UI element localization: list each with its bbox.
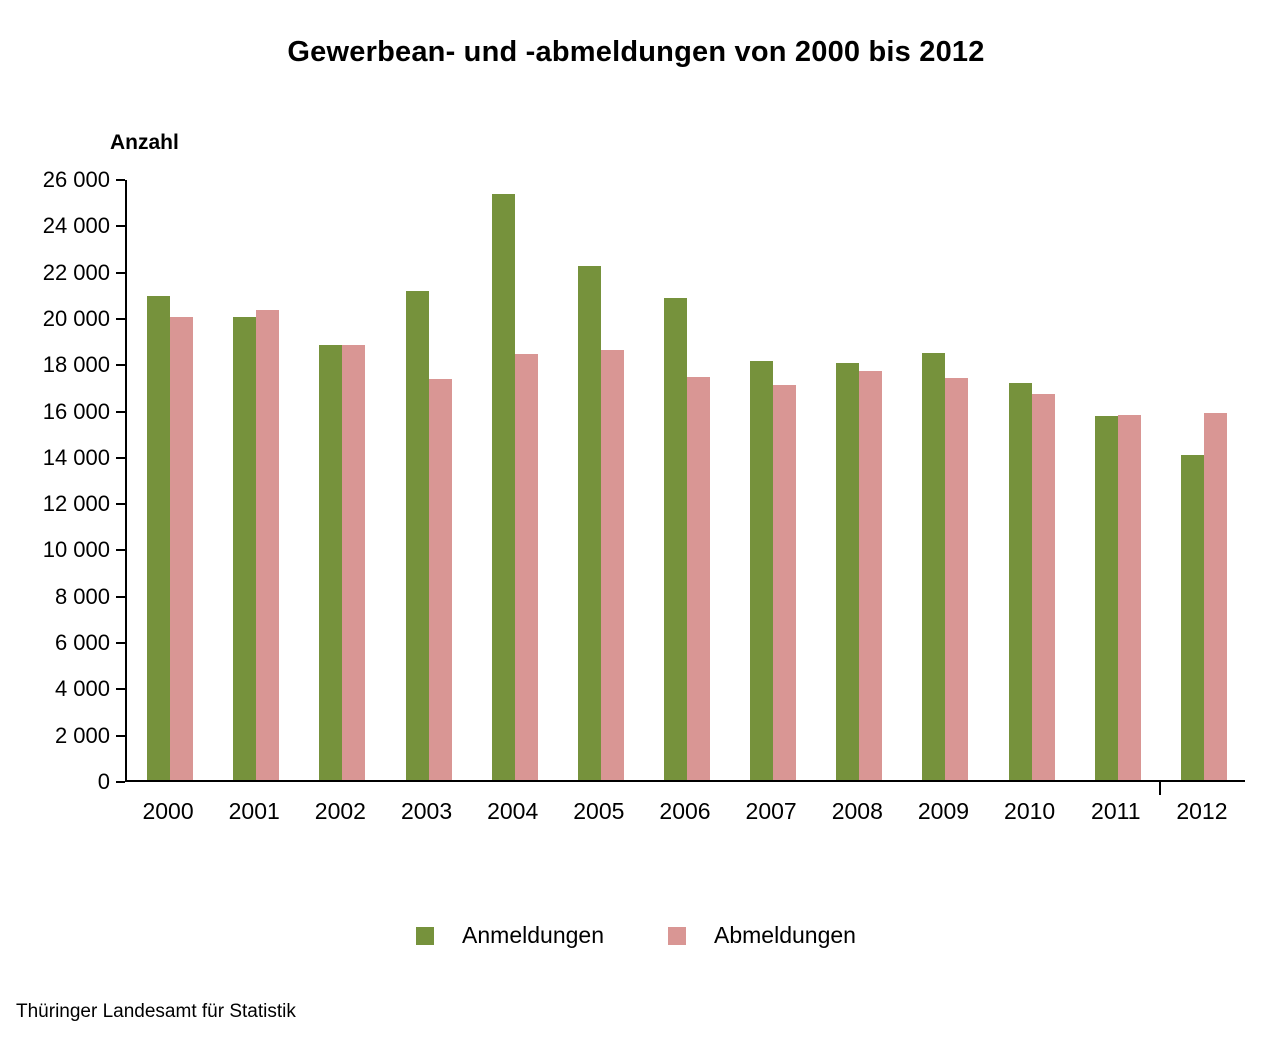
y-tick-label: 2 000 (54, 722, 110, 748)
y-axis-tick (116, 688, 125, 691)
bar-abmeldungen-2004 (514, 354, 538, 780)
y-axis-tick (116, 781, 125, 783)
bar-anmeldungen-2003 (405, 291, 429, 780)
legend-item-anmeldungen: Anmeldungen (416, 922, 604, 949)
bar-anmeldungen-2010 (1008, 383, 1032, 780)
bar-anmeldungen-2011 (1094, 416, 1118, 780)
bar-anmeldungen-2009 (922, 353, 946, 780)
bar-abmeldungen-2005 (600, 350, 624, 780)
bar-abmeldungen-2007 (773, 385, 797, 780)
x-tick-label-2000: 2000 (142, 798, 194, 824)
y-axis-tick (116, 642, 125, 645)
bar-abmeldungen-2002 (342, 345, 366, 780)
bar-anmeldungen-2012 (1180, 455, 1204, 780)
bar-anmeldungen-2008 (836, 363, 860, 780)
legend: Anmeldungen Abmeldungen (0, 922, 1272, 949)
y-tick-label: 14 000 (42, 444, 110, 470)
bar-abmeldungen-2008 (859, 371, 883, 780)
bar-abmeldungen-2010 (1031, 394, 1055, 780)
bar-anmeldungen-2006 (664, 298, 687, 780)
y-tick-label: 10 000 (42, 537, 110, 563)
anmeldungen-swatch-icon (416, 926, 435, 945)
bar-abmeldungen-2009 (945, 378, 969, 780)
x-axis-tick (1158, 782, 1161, 795)
bar-abmeldungen-2011 (1117, 415, 1141, 780)
y-tick-label: 20 000 (42, 305, 110, 331)
bar-anmeldungen-2002 (319, 345, 343, 780)
plot-area (125, 180, 1245, 782)
x-tick-label-2008: 2008 (831, 798, 883, 824)
chart-title: Gewerbean- und -abmeldungen von 2000 bis… (287, 36, 985, 68)
x-tick-label-2010: 2010 (1004, 798, 1056, 824)
y-axis-tick (116, 456, 125, 459)
x-tick-label-2006: 2006 (659, 798, 711, 824)
y-axis-tick (116, 364, 125, 367)
bar-anmeldungen-2000 (147, 296, 171, 780)
bar-abmeldungen-2000 (170, 317, 194, 780)
bar-abmeldungen-2006 (687, 377, 710, 780)
x-tick-label-2002: 2002 (314, 798, 366, 824)
y-tick-label: 4 000 (54, 676, 110, 702)
x-tick-label-2007: 2007 (745, 798, 797, 824)
bar-anmeldungen-2001 (233, 317, 257, 780)
y-tick-label: 22 000 (42, 259, 110, 285)
y-tick-label: 8 000 (54, 583, 110, 609)
bar-anmeldungen-2007 (750, 361, 774, 780)
bar-anmeldungen-2005 (577, 266, 601, 780)
legend-label-abmeldungen: Abmeldungen (714, 922, 856, 948)
x-tick-label-2009: 2009 (917, 798, 970, 824)
y-axis-tick (116, 410, 125, 413)
bar-anmeldungen-2004 (491, 194, 515, 780)
y-axis-tick (116, 271, 125, 274)
x-tick-label-2005: 2005 (573, 798, 625, 824)
y-axis-tick (116, 317, 125, 320)
y-axis-title: Anzahl (110, 131, 179, 154)
bar-abmeldungen-2003 (428, 379, 452, 780)
bar-abmeldungen-2012 (1203, 413, 1227, 780)
y-tick-label: 18 000 (42, 352, 110, 378)
y-axis-tick (116, 595, 125, 598)
bar-abmeldungen-2001 (256, 310, 280, 780)
y-tick-label: 12 000 (42, 491, 110, 517)
y-tick-label: 6 000 (54, 630, 110, 656)
x-tick-label-2004: 2004 (487, 798, 539, 824)
x-tick-label-2012: 2012 (1176, 798, 1228, 824)
y-axis-tick (116, 179, 125, 181)
y-tick-label: 0 (97, 769, 110, 794)
y-axis-tick (116, 734, 125, 737)
abmeldungen-swatch-icon (668, 926, 686, 945)
legend-item-abmeldungen: Abmeldungen (668, 922, 856, 949)
y-axis-tick (116, 549, 125, 552)
source-attribution: Thüringer Landesamt für Statistik (16, 1001, 296, 1022)
y-tick-label: 26 000 (42, 167, 110, 192)
x-tick-label-2011: 2011 (1091, 798, 1141, 824)
y-axis-tick (116, 225, 125, 228)
x-tick-label-2003: 2003 (400, 798, 453, 824)
x-tick-label-2001: 2001 (228, 798, 280, 824)
y-tick-label: 16 000 (42, 398, 110, 424)
legend-label-anmeldungen: Anmeldungen (462, 922, 604, 948)
y-axis-tick (116, 503, 125, 506)
y-tick-label: 24 000 (42, 213, 110, 239)
